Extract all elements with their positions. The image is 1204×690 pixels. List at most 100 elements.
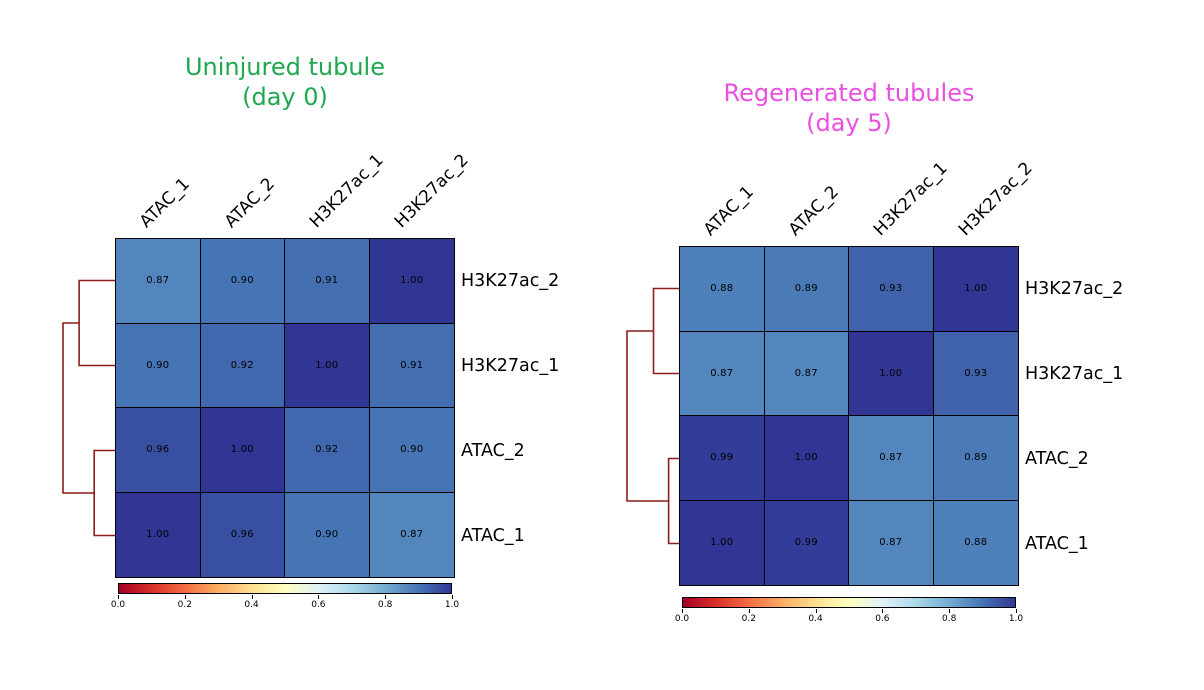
colorbar-tick-label: 0.4 (244, 600, 259, 610)
colorbar-tick-label: 0.8 (942, 614, 957, 624)
cell-value: 0.90 (230, 275, 254, 287)
colorbar-tick-label: 1.0 (1008, 614, 1024, 624)
colorbar-tick (385, 595, 387, 599)
column-label: ATAC_1 (135, 174, 194, 232)
heatmap-cell: 1.00 (285, 323, 370, 408)
heatmap-cell: 1.00 (764, 416, 849, 501)
cell-value: 0.88 (964, 537, 988, 549)
cell-value: 1.00 (230, 444, 254, 456)
heatmap-cell: 0.87 (369, 492, 454, 577)
heatmap-cell: 0.91 (285, 239, 370, 324)
heatmap-cell: 0.96 (200, 492, 285, 577)
row-label: H3K27ac_1 (461, 355, 560, 376)
cell-value: 0.87 (710, 367, 734, 379)
column-label: ATAC_2 (220, 174, 279, 232)
cell-value: 0.89 (794, 283, 818, 295)
heatmap-cell: 0.90 (116, 323, 201, 408)
colorbar-tick-label: 1.0 (444, 600, 460, 610)
cell-value: 1.00 (315, 359, 339, 371)
colorbar-tick-label: 0.4 (808, 614, 823, 624)
heatmap-cell: 1.00 (849, 331, 934, 416)
row-label: H3K27ac_2 (461, 270, 560, 291)
dendrogram (62, 279, 115, 537)
cell-value: 1.00 (794, 452, 818, 464)
cell-value: 0.87 (146, 275, 170, 287)
colorbar-tick-label: 0.8 (378, 600, 393, 610)
heatmap-cell: 0.92 (285, 408, 370, 493)
heatmap-grid: 0.87 0.90 0.91 1.00 0.90 0.92 1.00 0.91 0.96 1.00… (115, 238, 455, 578)
colorbar-tick (1016, 609, 1017, 613)
cell-value: 0.92 (315, 444, 339, 456)
cell-value: 0.87 (400, 529, 424, 541)
row-label: ATAC_2 (461, 440, 525, 461)
heatmap-cell: 0.99 (764, 500, 849, 585)
panel-title: Regenerated tubules (day 5) (679, 78, 1019, 138)
heatmap-cell: 0.87 (680, 331, 765, 416)
cell-value: 0.99 (710, 452, 734, 464)
row-label: H3K27ac_1 (1025, 363, 1124, 384)
cell-value: 0.90 (315, 529, 339, 541)
cell-value: 0.91 (315, 275, 339, 287)
dendrogram-path (62, 279, 115, 537)
heatmap-cell: 1.00 (200, 408, 285, 493)
cell-value: 0.91 (400, 359, 424, 371)
row-label: H3K27ac_2 (1025, 278, 1124, 299)
heatmap-grid: 0.88 0.89 0.93 1.00 0.87 0.87 1.00 0.93 0.99 1.00… (679, 246, 1019, 586)
colorbar-tick (882, 609, 884, 613)
heatmap-cell: 0.96 (116, 408, 201, 493)
heatmap-cell: 0.87 (849, 500, 934, 585)
heatmap-cell: 1.00 (116, 492, 201, 577)
panel-title-line1: Uninjured tubule (184, 53, 385, 81)
cell-value: 0.87 (879, 452, 903, 464)
colorbar-tick-label: 0.0 (110, 600, 126, 610)
colorbar-tick (949, 609, 951, 613)
row-label: ATAC_2 (1025, 448, 1089, 469)
panel-title: Uninjured tubule (day 0) (115, 52, 455, 112)
colorbar-tick-label: 0.2 (741, 614, 756, 624)
heatmap-cell: 0.87 (764, 331, 849, 416)
colorbar-tick (118, 595, 119, 599)
row-label: ATAC_1 (461, 525, 525, 546)
column-label: ATAC_1 (699, 182, 758, 240)
cell-value: 1.00 (710, 537, 734, 549)
colorbar-tick-label: 0.0 (674, 614, 690, 624)
column-label: H3K27ac_2 (390, 150, 473, 232)
heatmap-cell: 0.87 (116, 239, 201, 324)
cell-value: 1.00 (146, 529, 170, 541)
panel-title-line2: (day 0) (242, 83, 328, 111)
cell-value: 0.87 (794, 367, 818, 379)
heatmap-cell: 0.89 (764, 247, 849, 332)
heatmap-cell: 0.87 (849, 416, 934, 501)
colorbar (118, 583, 452, 594)
panel-title-line2: (day 5) (806, 109, 892, 137)
colorbar-tick (682, 609, 683, 613)
cell-value: 0.92 (230, 359, 254, 371)
heatmap-cell: 1.00 (680, 500, 765, 585)
heatmap-cell: 0.93 (933, 331, 1018, 416)
heatmap-cell: 0.91 (369, 323, 454, 408)
heatmap-cell: 0.88 (933, 500, 1018, 585)
heatmap-cell: 1.00 (933, 247, 1018, 332)
cell-value: 0.90 (146, 359, 170, 371)
dendrogram (626, 287, 679, 545)
cell-value: 0.89 (964, 452, 988, 464)
colorbar-tick-label: 0.6 (875, 614, 890, 624)
colorbar-tick (251, 595, 253, 599)
heatmap-cell: 1.00 (369, 239, 454, 324)
heatmap-cell: 0.90 (285, 492, 370, 577)
cell-value: 0.87 (879, 537, 903, 549)
colorbar-tick (318, 595, 320, 599)
cell-value: 0.93 (879, 283, 903, 295)
heatmap-cell: 0.93 (849, 247, 934, 332)
cell-value: 0.96 (230, 529, 254, 541)
colorbar-tick (815, 609, 817, 613)
colorbar-tick (748, 609, 750, 613)
colorbar-tick-label: 0.2 (177, 600, 192, 610)
cell-value: 1.00 (964, 283, 988, 295)
cell-value: 1.00 (400, 275, 424, 287)
heatmap-cell: 0.99 (680, 416, 765, 501)
column-label: ATAC_2 (784, 182, 843, 240)
column-label: H3K27ac_1 (869, 158, 952, 240)
